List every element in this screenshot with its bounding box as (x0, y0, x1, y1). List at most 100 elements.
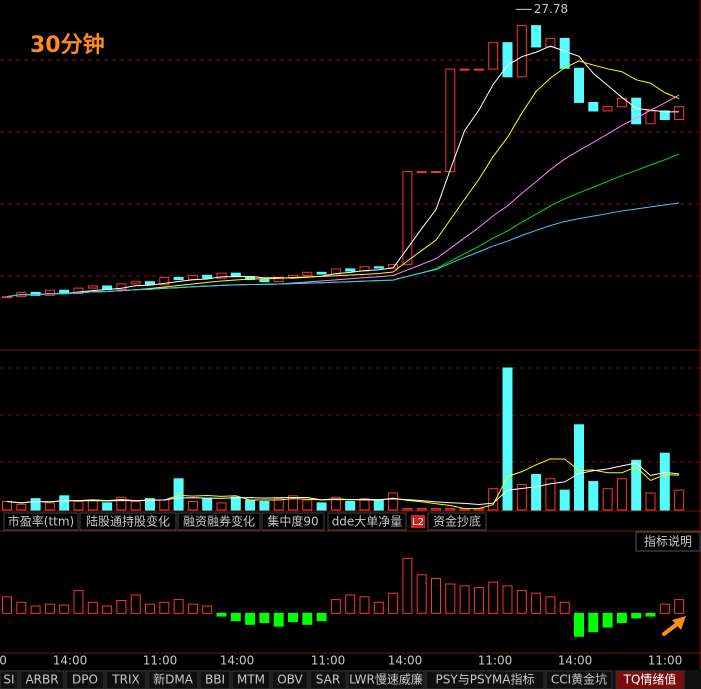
indicator-bar (16, 601, 27, 614)
chart-title: 30分钟 (30, 32, 105, 58)
bottom-tab-label[interactable]: MTM (237, 673, 265, 687)
indicator-bar (574, 612, 584, 637)
ma-line (6, 45, 680, 298)
bottom-tab[interactable] (545, 670, 613, 689)
indicator-bar (516, 589, 527, 614)
indicator-bar (616, 612, 627, 623)
volume-bar (16, 503, 27, 511)
indicator-bar (588, 612, 599, 633)
indicator-bar (130, 594, 141, 614)
volume-bar (87, 499, 98, 511)
tab[interactable] (79, 512, 177, 531)
bottom-tab-label[interactable]: SAR (316, 673, 340, 687)
volume-bar (44, 502, 55, 511)
candle (116, 283, 127, 290)
bottom-tab-label[interactable]: TRIX (111, 673, 139, 687)
bottom-tab-label[interactable]: DPO (72, 673, 98, 687)
bottom-tab[interactable] (147, 670, 199, 689)
tab[interactable] (3, 512, 79, 531)
bottom-tab[interactable] (105, 670, 147, 689)
bottom-tab-label[interactable]: ARBR (25, 673, 58, 687)
bottom-tab[interactable] (199, 670, 231, 689)
bottom-tab-label[interactable]: LWR慢速威廉 (349, 672, 423, 687)
bottom-tab[interactable] (425, 670, 545, 689)
bottom-tab-label[interactable]: PSY与PSYMA指标 (436, 672, 535, 687)
candle (431, 171, 441, 174)
tab-label[interactable]: 陆股通持股变化 (86, 514, 170, 529)
button-label[interactable]: 指标说明 (644, 534, 692, 549)
indicator-bar (202, 605, 213, 614)
volume-bar (559, 489, 570, 511)
indicator-bar (245, 612, 256, 625)
volume-bar (645, 492, 656, 511)
tab-label[interactable]: 资金抄底 (433, 514, 481, 529)
bottom-tab[interactable] (271, 670, 309, 689)
tab-label[interactable]: dde大单净量 (332, 515, 403, 529)
tab[interactable] (327, 512, 407, 531)
indicator-bar (388, 592, 399, 614)
candle (559, 37, 570, 69)
bottom-tab[interactable] (65, 670, 105, 689)
bottom-tab[interactable] (231, 670, 271, 689)
candle (645, 110, 656, 125)
bottom-tab[interactable] (0, 670, 19, 689)
indicator-bar (216, 612, 227, 617)
bottom-tab-label[interactable]: TQ情绪值 (623, 672, 677, 687)
volume-bar (59, 495, 70, 511)
indicator-bar (259, 612, 270, 623)
candle (130, 281, 141, 285)
tab-label[interactable]: 融资融券变化 (183, 514, 255, 529)
volume-bar (230, 496, 241, 511)
volume-bar (359, 498, 370, 511)
candle (659, 110, 670, 121)
volume-bar (431, 508, 441, 511)
indicator-bar (416, 574, 427, 614)
bottom-tab-label[interactable]: BBI (205, 673, 225, 687)
candle (516, 25, 527, 78)
volume-bar (416, 508, 427, 511)
volume-bar (302, 499, 313, 511)
x-tick-label: 14:00 (558, 654, 593, 668)
button-box[interactable] (635, 531, 701, 552)
tab[interactable] (427, 512, 487, 531)
indicator-bar (87, 601, 98, 614)
bottom-tab-label[interactable]: 新DMA (153, 672, 194, 687)
indicator-bar (2, 596, 12, 614)
bottom-tab-label[interactable]: CCI黄金坑 (551, 672, 607, 687)
volume-bar (373, 499, 384, 511)
candle (674, 106, 685, 121)
bottom-tab-label[interactable]: SI (3, 673, 14, 687)
indicator-bar (30, 605, 41, 614)
bottom-tab[interactable] (309, 670, 347, 689)
candle (73, 287, 84, 295)
candle (488, 42, 499, 70)
candle (30, 291, 41, 296)
candle (545, 37, 556, 48)
indicator-bar (373, 601, 384, 614)
tab[interactable] (177, 512, 261, 531)
bottom-tab[interactable] (19, 670, 65, 689)
candle (402, 171, 413, 266)
tab[interactable] (261, 512, 325, 531)
indicator-bar (545, 596, 556, 614)
indicator-bar (488, 581, 499, 614)
indicator-bar (273, 612, 284, 627)
tab-label[interactable]: 市盈率(ttm) (8, 514, 74, 529)
volume-bar (631, 459, 642, 511)
candle (187, 274, 198, 281)
volume-bar (388, 492, 399, 511)
volume-bar (259, 500, 270, 511)
x-tick-label: 11:00 (311, 654, 346, 668)
x-tick-label: 11:00 (648, 654, 683, 668)
indicator-bar (330, 599, 341, 614)
indicator-bar (631, 612, 642, 619)
volume-bar (445, 508, 456, 511)
volume-bar (545, 478, 556, 511)
tab-label[interactable]: 集中度90 (267, 514, 318, 529)
bottom-tab[interactable] (347, 670, 425, 689)
bottom-tab-label[interactable]: OBV (277, 673, 303, 687)
bottom-tab[interactable] (615, 670, 685, 689)
